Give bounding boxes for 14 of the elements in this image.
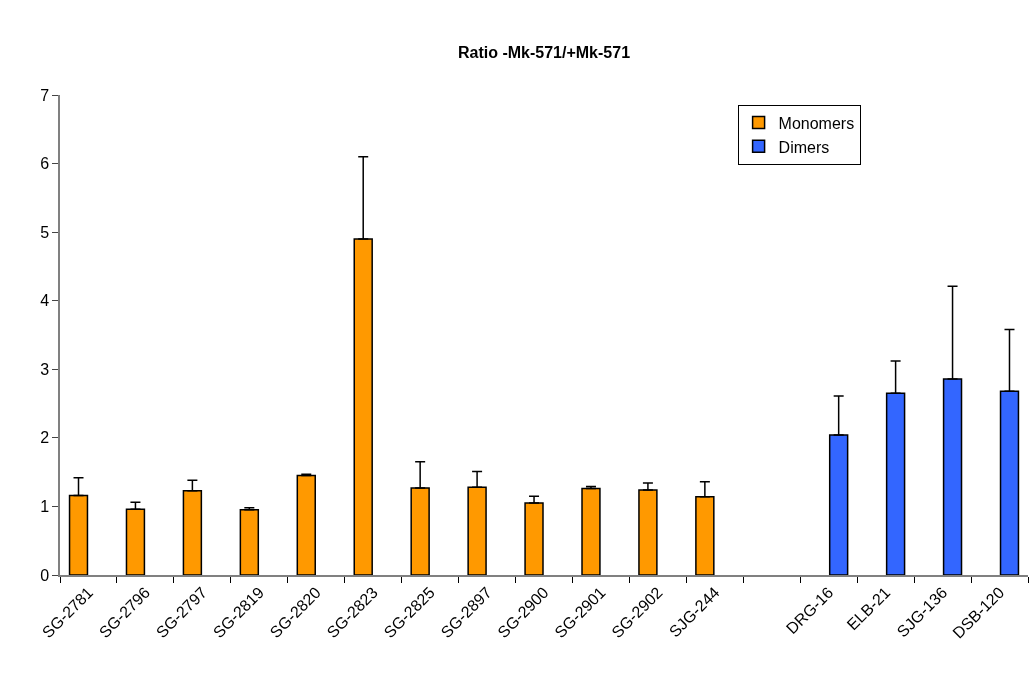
legend-label: Dimers <box>778 138 830 156</box>
y-tick-label: 3 <box>40 360 50 378</box>
legend-label: Monomers <box>778 114 855 132</box>
y-tick-label: 0 <box>40 566 50 584</box>
y-tick-label: 6 <box>40 155 50 173</box>
bar <box>239 509 260 575</box>
y-tick-label: 2 <box>40 429 50 447</box>
y-tick-label: 5 <box>40 223 50 241</box>
y-tick-label: 7 <box>40 86 50 104</box>
chart-title: Ratio -Mk-571/+Mk-571 <box>457 44 631 62</box>
bar <box>296 474 316 575</box>
y-tick-label: 4 <box>40 292 50 310</box>
y-tick-label: 1 <box>40 498 50 516</box>
bar <box>581 487 601 575</box>
